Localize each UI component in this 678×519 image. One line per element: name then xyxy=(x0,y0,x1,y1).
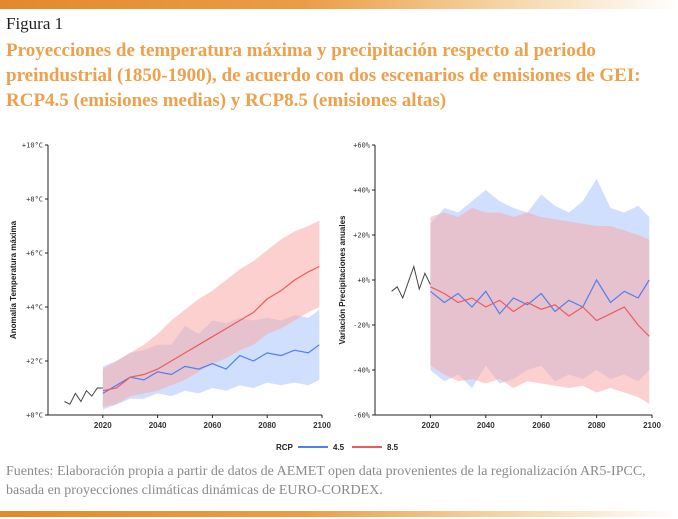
range-band-85 xyxy=(430,208,650,404)
charts-svg: +0°C +2°C +4°C +6°C +8°C +10°C 2020 2040 2060 208… xyxy=(9,142,661,453)
x-tick-label: 2060 xyxy=(532,421,550,430)
historical-line xyxy=(64,387,103,405)
source-note: Fuentes: Elaboración propia a partir de … xyxy=(6,464,646,498)
y-tick-label: +6°C xyxy=(26,250,43,258)
y-tick-label: +0% xyxy=(357,277,370,285)
legend-label-85: 8.5 xyxy=(387,443,399,452)
x-tick-label: 2080 xyxy=(258,421,276,430)
y-tick-label: -40% xyxy=(353,367,371,375)
x-tick-label: 2100 xyxy=(643,421,661,430)
y-tick-label: -60% xyxy=(353,412,371,420)
y-tick-label: +4°C xyxy=(26,304,43,312)
x-tick-label: 2020 xyxy=(422,421,440,430)
y-tick-label: +8°C xyxy=(26,196,43,204)
x-tick-label: 2080 xyxy=(588,421,606,430)
top-accent-bar xyxy=(0,0,678,9)
y-tick-label: +40% xyxy=(353,187,371,195)
series-line-85 xyxy=(102,265,320,392)
y-axis-label: Variación Precipitaciones anuales xyxy=(338,215,347,345)
bottom-accent-bar xyxy=(0,511,678,517)
y-tick-label: +0°C xyxy=(26,412,43,420)
y-tick-label: +20% xyxy=(353,232,371,240)
precipitation-chart: -60% -40% -20% +0% +20% +40% +60% 2020 2040 2060 2… xyxy=(338,142,661,431)
legend-label-45: 4.5 xyxy=(333,443,345,452)
x-tick-label: 2040 xyxy=(149,421,167,430)
x-tick-label: 2020 xyxy=(94,421,112,430)
x-tick-label: 2060 xyxy=(204,421,222,430)
x-tick-label: 2100 xyxy=(313,421,331,430)
y-axis-label: Anomalía Temperatura máxima xyxy=(9,220,18,339)
series-line-45 xyxy=(102,344,320,394)
figure-title: Proyecciones de temperatura máxima y pre… xyxy=(6,40,641,111)
temperature-chart: +0°C +2°C +4°C +6°C +8°C +10°C 2020 2040 2060 208… xyxy=(9,142,331,431)
series-line-85 xyxy=(430,286,650,337)
range-band-85 xyxy=(102,220,320,407)
historical-line xyxy=(391,264,431,300)
figure-label: Figura 1 xyxy=(6,14,64,33)
y-tick-label: +60% xyxy=(353,142,371,150)
legend: RCP 4.5 8.5 xyxy=(276,443,399,452)
series-line-45 xyxy=(430,278,650,315)
y-tick-label: -20% xyxy=(353,322,371,330)
legend-title: RCP xyxy=(276,443,294,452)
y-tick-label: +10°C xyxy=(22,142,43,150)
y-tick-label: +2°C xyxy=(26,358,43,366)
x-tick-label: 2040 xyxy=(477,421,495,430)
